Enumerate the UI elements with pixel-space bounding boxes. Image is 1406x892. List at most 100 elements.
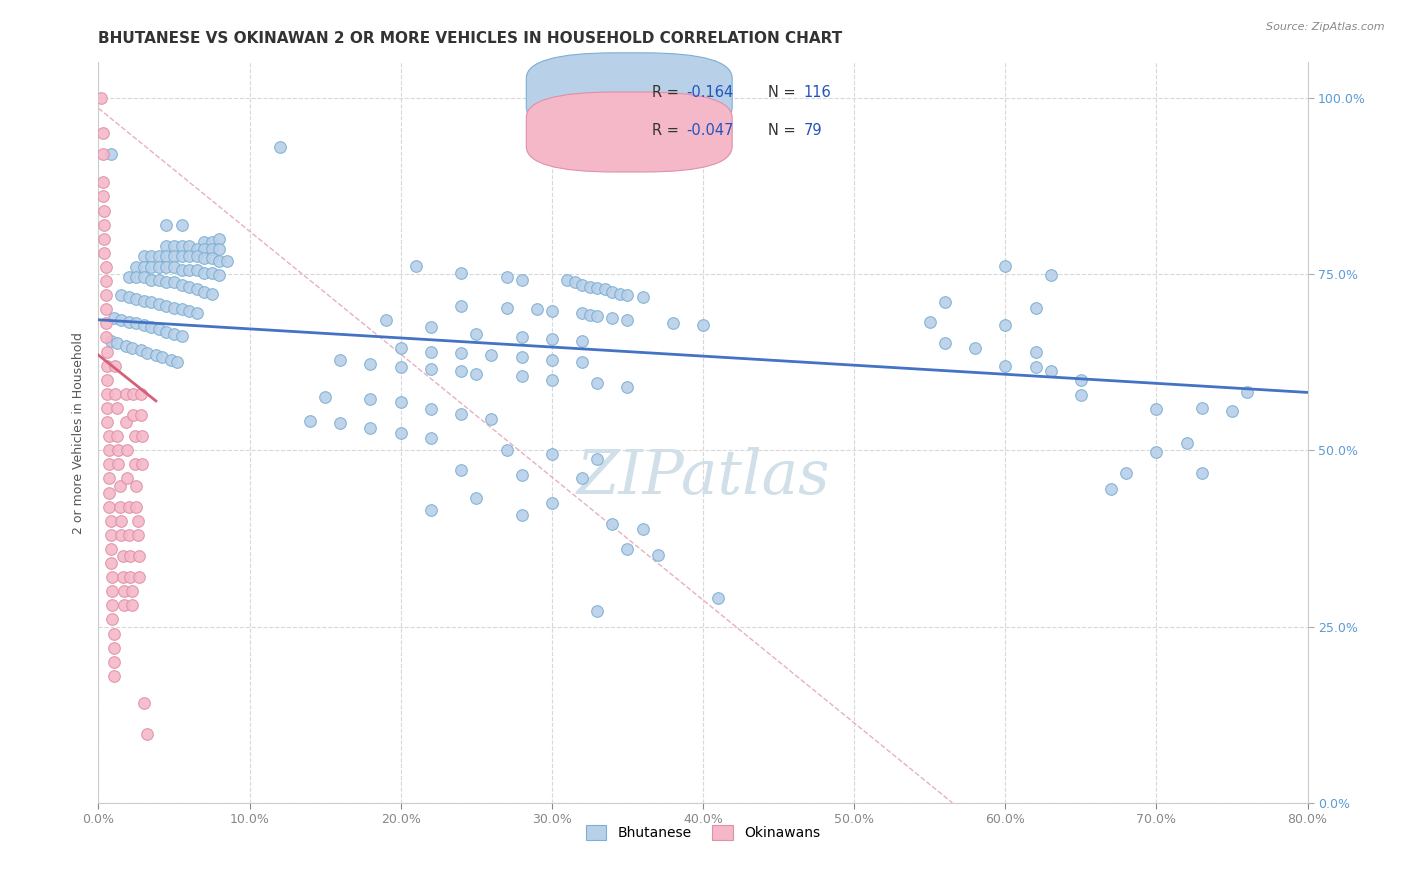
Point: [155, 325, 177, 339]
Point: [510, 369, 533, 384]
Point: [647, 548, 669, 562]
Point: [186, 306, 208, 320]
Point: [1115, 466, 1137, 480]
Point: [148, 260, 170, 274]
Point: [314, 390, 336, 404]
Point: [201, 252, 224, 266]
Point: [420, 402, 443, 417]
Point: [94, 274, 117, 288]
Point: [616, 313, 638, 327]
Point: [578, 279, 600, 293]
Point: [155, 218, 177, 232]
Point: [564, 276, 586, 290]
Point: [481, 348, 503, 362]
Point: [299, 414, 322, 428]
Point: [148, 296, 170, 310]
Point: [148, 272, 170, 286]
Point: [98, 485, 121, 500]
Point: [465, 491, 488, 506]
Point: [571, 471, 593, 485]
Point: [122, 387, 145, 401]
Point: [114, 415, 136, 429]
Point: [148, 249, 170, 263]
Point: [145, 348, 167, 362]
Point: [707, 591, 730, 606]
Point: [96, 359, 118, 373]
Point: [115, 471, 138, 485]
Point: [125, 478, 148, 492]
Point: [994, 318, 1017, 332]
Point: [121, 599, 143, 613]
Point: [118, 289, 141, 303]
Point: [127, 528, 149, 542]
Point: [495, 270, 517, 285]
Point: [128, 549, 150, 563]
Point: [540, 353, 562, 368]
Point: [170, 329, 193, 343]
Point: [129, 387, 152, 401]
Point: [586, 451, 609, 466]
Point: [105, 429, 128, 443]
Point: [208, 268, 231, 283]
Point: [100, 556, 122, 570]
Point: [132, 260, 155, 274]
Point: [94, 288, 117, 302]
Point: [495, 443, 517, 458]
Point: [374, 313, 396, 327]
Point: [132, 249, 155, 263]
Point: [111, 549, 134, 563]
Point: [98, 429, 121, 443]
Point: [115, 443, 138, 458]
Y-axis label: 2 or more Vehicles in Household: 2 or more Vehicles in Household: [72, 332, 86, 533]
Point: [540, 447, 562, 461]
Point: [163, 260, 186, 274]
Point: [170, 249, 193, 263]
Point: [104, 387, 127, 401]
Point: [389, 359, 412, 374]
Point: [111, 570, 134, 584]
Point: [120, 549, 142, 563]
Point: [661, 316, 683, 330]
Point: [193, 235, 215, 250]
Point: [94, 260, 117, 274]
Point: [110, 288, 132, 302]
Point: [586, 281, 609, 295]
Point: [1039, 364, 1062, 378]
Point: [918, 315, 941, 329]
Point: [96, 401, 118, 415]
Point: [155, 276, 177, 290]
Point: [571, 306, 593, 320]
Point: [389, 395, 412, 409]
Point: [450, 299, 472, 313]
Point: [578, 308, 600, 322]
Point: [510, 467, 533, 482]
Point: [118, 500, 141, 514]
Point: [510, 508, 533, 522]
Point: [465, 367, 488, 381]
Point: [193, 252, 215, 266]
Point: [510, 350, 533, 364]
Point: [166, 355, 188, 369]
Point: [112, 599, 135, 613]
Point: [360, 392, 382, 407]
Point: [179, 279, 201, 293]
Point: [93, 245, 115, 260]
Point: [1024, 344, 1046, 359]
Point: [170, 277, 193, 292]
Point: [132, 270, 155, 285]
Point: [114, 339, 136, 353]
Point: [208, 242, 231, 256]
Point: [103, 655, 125, 669]
Point: [131, 458, 153, 472]
Text: BHUTANESE VS OKINAWAN 2 OR MORE VEHICLES IN HOUSEHOLD CORRELATION CHART: BHUTANESE VS OKINAWAN 2 OR MORE VEHICLES…: [98, 31, 842, 46]
Point: [1144, 444, 1167, 458]
Point: [127, 514, 149, 528]
Point: [586, 310, 609, 324]
Point: [91, 175, 114, 189]
Point: [1099, 482, 1122, 496]
Point: [540, 303, 562, 318]
Point: [101, 584, 124, 599]
Point: [155, 299, 177, 313]
Point: [208, 254, 231, 268]
Point: [208, 232, 231, 246]
